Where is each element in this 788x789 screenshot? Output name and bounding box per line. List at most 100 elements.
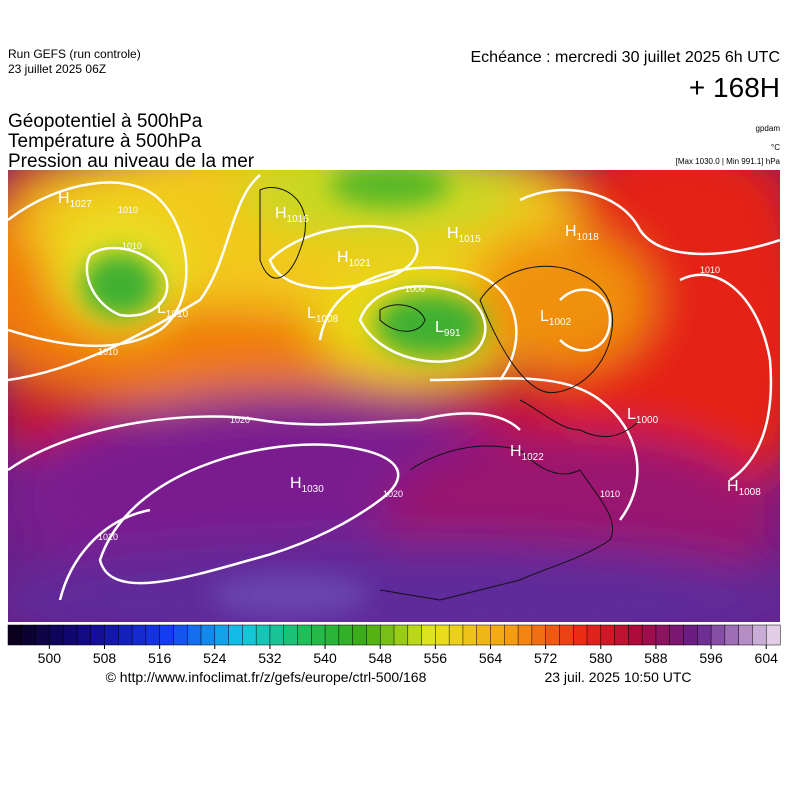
color-swatch — [104, 624, 119, 646]
color-swatch — [435, 624, 450, 646]
color-swatch — [269, 624, 285, 646]
colorbar-tick-label: 596 — [699, 650, 723, 666]
colorbar-tick-label: 564 — [479, 650, 503, 666]
color-swatch — [545, 624, 560, 646]
color-swatch — [517, 624, 533, 646]
color-swatch — [242, 624, 257, 646]
color-swatch — [710, 624, 726, 646]
color-swatch — [118, 624, 133, 646]
color-swatch — [765, 624, 781, 646]
title-line: Température à 500hPa — [8, 131, 202, 152]
map — [8, 170, 780, 622]
color-swatch — [35, 624, 50, 646]
color-swatch — [683, 624, 698, 646]
color-swatch — [379, 624, 395, 646]
color-swatch — [352, 624, 367, 646]
valid-time: Echéance : mercredi 30 juillet 2025 6h U… — [471, 49, 781, 66]
colorbar-tick-label: 556 — [424, 650, 448, 666]
unit-label: gpdam — [756, 124, 781, 133]
pressure-center: H1018 — [565, 223, 599, 243]
color-swatch — [393, 624, 409, 646]
color-swatch — [669, 624, 685, 646]
colorbar-tick-label: 508 — [93, 650, 117, 666]
pressure-center: H1021 — [337, 249, 371, 269]
isobar-label: 1010 — [700, 265, 720, 275]
colorbar-tick-label: 548 — [369, 650, 393, 666]
color-swatch — [421, 624, 436, 646]
run-label: Run GEFS (run controle) — [8, 47, 141, 61]
pressure-center: L1002 — [540, 308, 572, 328]
color-swatch — [366, 624, 381, 646]
pressure-center: L1000 — [627, 406, 659, 426]
colorbar-tick-label: 588 — [644, 650, 668, 666]
color-swatch — [490, 624, 505, 646]
color-swatch — [173, 624, 188, 646]
pressure-center: H1015 — [447, 225, 481, 245]
pressure-center: H1030 — [290, 475, 324, 495]
color-swatch — [462, 624, 478, 646]
pressure-center: L1008 — [307, 305, 339, 325]
color-swatch — [476, 624, 492, 646]
color-swatch — [324, 624, 340, 646]
unit-label: [Max 1030.0 | Min 991.1] hPa — [676, 157, 781, 166]
title-line: Pression au niveau de la mer — [8, 151, 255, 172]
color-swatch — [214, 624, 230, 646]
run-date: 23 juillet 2025 06Z — [8, 62, 106, 76]
color-swatch — [559, 624, 574, 646]
isobars — [8, 174, 780, 601]
colorbar-tick-label: 540 — [313, 650, 337, 666]
color-swatch — [752, 624, 767, 646]
color-swatch — [448, 624, 464, 646]
color-swatch — [90, 624, 106, 646]
color-swatch — [62, 624, 78, 646]
color-swatch — [186, 624, 202, 646]
color-swatch — [76, 624, 92, 646]
source-url: © http://www.infoclimat.fr/z/gefs/europe… — [106, 669, 427, 685]
color-swatch — [738, 624, 753, 646]
color-swatch — [49, 624, 64, 646]
colorbar-tick-label: 532 — [258, 650, 282, 666]
pressure-centers: H1027 H1016 H1015 H1018 H1021 L1010 L1008 L991 L… — [58, 190, 761, 498]
pressure-center: H1027 — [58, 190, 92, 210]
isobar-labels: 1010 1010 1010 1000 1020 1020 1020 1010 1010 — [98, 205, 720, 542]
color-swatch — [655, 624, 671, 646]
pressure-center: L991 — [435, 319, 461, 339]
color-swatch — [283, 624, 299, 646]
pressure-center: H1008 — [727, 478, 761, 498]
color-swatch — [7, 624, 23, 646]
generated-time: 23 juil. 2025 10:50 UTC — [544, 669, 691, 685]
color-swatch — [200, 624, 216, 646]
colorbar-tick-label: 572 — [534, 650, 558, 666]
color-swatch — [697, 624, 712, 646]
isobar-label: 1010 — [122, 241, 142, 251]
colorbar-tick-label: 516 — [148, 650, 172, 666]
lead-time: + 168H — [689, 72, 780, 103]
color-swatch — [255, 624, 271, 646]
colorbar-tick-label: 524 — [203, 650, 227, 666]
isobar-label: 1010 — [600, 489, 620, 499]
color-swatch — [159, 624, 174, 646]
colorbar-tick-label: 604 — [755, 650, 779, 666]
color-swatch — [131, 624, 147, 646]
color-swatch — [228, 624, 243, 646]
color-swatch — [724, 624, 740, 646]
pressure-center: H1016 — [275, 205, 309, 225]
isobar-label: 1020 — [98, 532, 118, 542]
color-swatch — [572, 624, 588, 646]
colorbar-tick-label: 580 — [589, 650, 613, 666]
color-swatch — [407, 624, 423, 646]
color-swatch — [600, 624, 616, 646]
colorbar-tick-label: 500 — [38, 650, 62, 666]
color-swatch — [628, 624, 643, 646]
pressure-center: L1010 — [157, 300, 189, 320]
isobar-label: 1010 — [118, 205, 138, 215]
color-swatch — [641, 624, 657, 646]
unit-label: °C — [771, 143, 780, 152]
colorbar: 500 508 516 524 532 540 548 556 564 572 580 588 596 6… — [7, 624, 781, 666]
isobar-label: 1020 — [230, 415, 250, 425]
isobar-label: 1010 — [98, 347, 118, 357]
color-swatch — [614, 624, 629, 646]
color-swatch — [586, 624, 602, 646]
color-swatch — [504, 624, 519, 646]
